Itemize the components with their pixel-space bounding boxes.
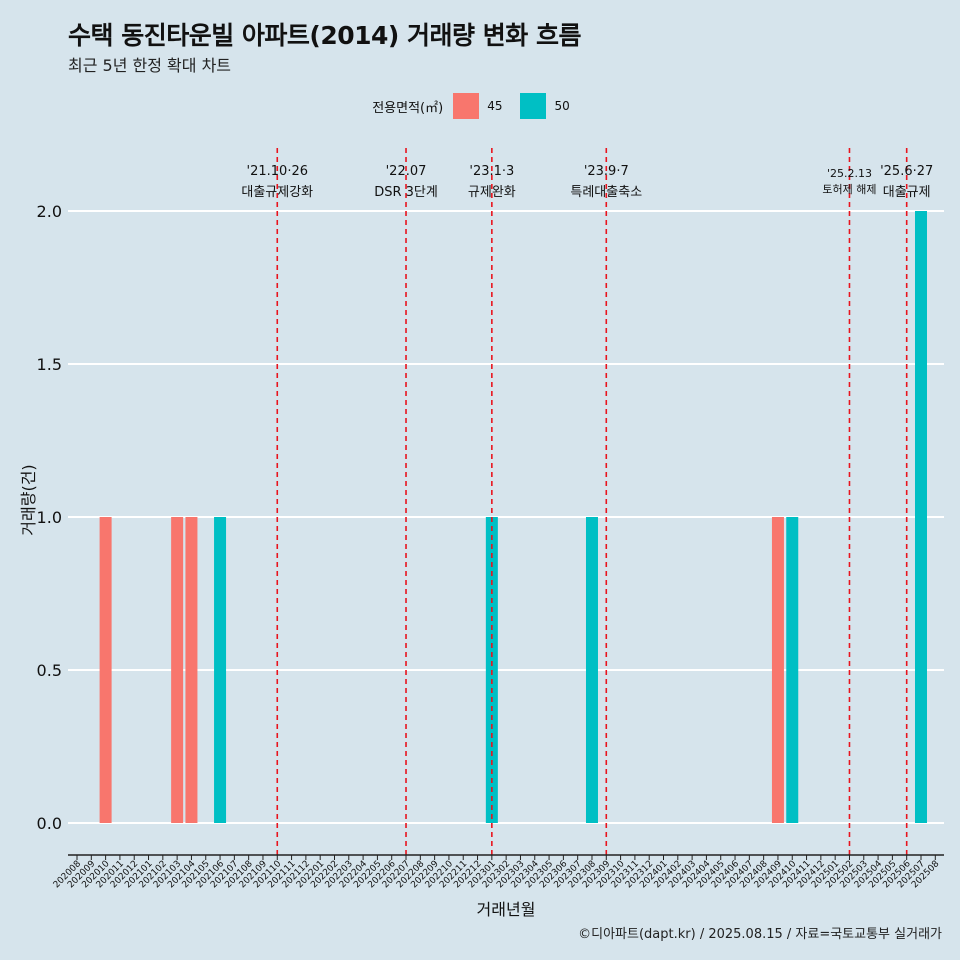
- event-date-label: '21.10·26: [247, 164, 308, 179]
- chart-subtitle: 최근 5년 한정 확대 차트: [68, 56, 232, 75]
- bar: [185, 517, 198, 823]
- event-name-label: 규제완화: [468, 185, 516, 200]
- y-axis-title: 거래량(건): [19, 464, 38, 535]
- event-date-label: '25.2.13: [827, 167, 872, 180]
- chart-title: 수택 동진타운빌 아파트(2014) 거래량 변화 흐름: [68, 21, 581, 50]
- legend-label-45: 45: [487, 99, 503, 113]
- y-tick-label: 2.0: [37, 202, 62, 221]
- legend-title: 전용면적(㎡): [372, 100, 444, 116]
- y-tick-label: 0.5: [37, 661, 62, 680]
- x-axis-title: 거래년월: [477, 900, 536, 919]
- bar: [99, 517, 112, 823]
- y-tick-label: 0.0: [37, 814, 62, 833]
- y-tick-label: 1.0: [37, 508, 62, 527]
- bar: [214, 517, 227, 823]
- event-date-label: '23.1·3: [469, 164, 514, 179]
- bar: [171, 517, 184, 823]
- source-caption: ©디아파트(dapt.kr) / 2025.08.15 / 자료=국토교통부 실…: [578, 927, 942, 942]
- event-name-label: DSR 3단계: [374, 185, 438, 200]
- bar: [771, 517, 784, 823]
- bar: [585, 517, 598, 823]
- event-name-label: 대출규제강화: [241, 185, 313, 200]
- legend-key-50: [520, 93, 547, 119]
- bar: [914, 211, 927, 823]
- legend-key-45: [453, 93, 480, 119]
- event-name-label: 토허제 해제: [822, 182, 876, 196]
- event-name-label: 대출규제: [883, 185, 931, 200]
- event-date-label: '25.6·27: [880, 164, 933, 179]
- legend-label-50: 50: [554, 99, 570, 113]
- event-date-label: '23.9·7: [584, 164, 629, 179]
- y-tick-label: 1.5: [37, 355, 62, 374]
- event-name-label: 특례대출축소: [570, 185, 642, 200]
- event-date-label: '22.07: [386, 164, 427, 179]
- bar: [786, 517, 799, 823]
- legend: 전용면적(㎡) 45 50: [0, 93, 960, 119]
